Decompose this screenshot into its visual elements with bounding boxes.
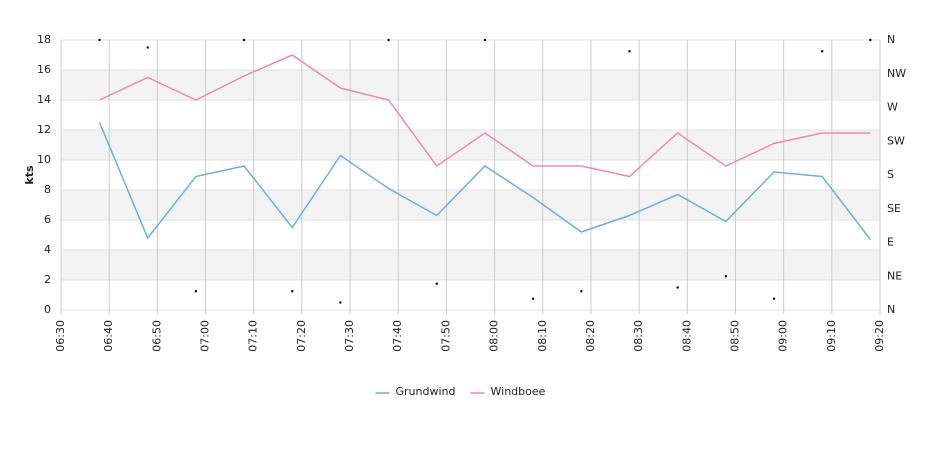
direction-dot xyxy=(531,297,535,300)
x-tick-label: 08:20 xyxy=(584,320,597,352)
direction-dot xyxy=(724,275,728,278)
y2-tick-label: SW xyxy=(887,134,905,147)
direction-dot xyxy=(242,38,246,42)
y2-tick-label: E xyxy=(887,236,894,249)
direction-dot xyxy=(387,38,390,42)
y-axis-label: kts xyxy=(23,165,36,185)
series-line xyxy=(99,54,871,178)
y-tick-label: 8 xyxy=(44,183,51,196)
x-tick-label: 07:30 xyxy=(343,320,356,352)
direction-dot xyxy=(98,38,101,42)
series-line xyxy=(98,122,871,240)
x-tick-label: 09:20 xyxy=(873,320,886,352)
direction-dot xyxy=(339,301,342,304)
x-tick-label: 07:20 xyxy=(295,320,308,352)
grid-band xyxy=(61,70,880,100)
y2-tick-label: NW xyxy=(887,67,906,80)
x-tick-label: 08:00 xyxy=(488,320,501,352)
grid-band xyxy=(61,190,880,220)
x-tick-label: 06:40 xyxy=(102,320,115,352)
direction-dot xyxy=(194,290,198,293)
legend-label: Windboee xyxy=(491,385,546,398)
y2-tick-label: S xyxy=(887,168,894,181)
y-tick-label: 12 xyxy=(37,123,51,136)
x-tick-label: 08:30 xyxy=(632,320,645,352)
y-tick-label: 16 xyxy=(37,63,51,76)
x-tick-label: 08:10 xyxy=(536,320,549,352)
y2-tick-label: NE xyxy=(887,269,902,282)
x-tick-label: 07:10 xyxy=(247,320,260,352)
x-tick-label: 07:50 xyxy=(439,320,452,352)
x-tick-label: 09:10 xyxy=(825,320,838,352)
y2-tick-label: W xyxy=(887,101,898,114)
direction-dot xyxy=(676,286,679,289)
direction-dot xyxy=(483,38,487,42)
x-tick-label: 07:00 xyxy=(199,320,212,352)
x-tick-label: 07:40 xyxy=(391,320,404,352)
direction-dot xyxy=(628,50,631,53)
x-tick-label: 06:50 xyxy=(150,320,163,352)
x-tick-label: 06:30 xyxy=(54,320,67,352)
direction-dot xyxy=(820,50,824,53)
y-tick-label: 2 xyxy=(44,273,51,286)
x-tick-label: 09:00 xyxy=(777,320,790,352)
direction-dot xyxy=(146,46,149,49)
y-tick-label: 10 xyxy=(37,153,51,166)
direction-dot xyxy=(580,290,583,293)
direction-dot xyxy=(869,38,872,42)
direction-dot xyxy=(772,297,776,300)
y-tick-label: 14 xyxy=(37,93,51,106)
y-tick-label: 6 xyxy=(44,213,51,226)
y2-tick-label: N xyxy=(887,303,895,316)
grid-band xyxy=(61,130,880,160)
legend-label: Grundwind xyxy=(396,385,456,398)
x-tick-label: 08:50 xyxy=(728,320,741,352)
y2-tick-label: SE xyxy=(887,202,901,215)
y2-tick-label: N xyxy=(887,33,895,46)
y-tick-label: 0 xyxy=(44,303,51,316)
grid-band xyxy=(61,250,880,280)
x-tick-label: 08:40 xyxy=(680,320,693,352)
direction-dot xyxy=(435,282,438,285)
direction-dot xyxy=(291,290,294,293)
y-tick-label: 4 xyxy=(44,243,51,256)
y-tick-label: 18 xyxy=(37,33,51,46)
